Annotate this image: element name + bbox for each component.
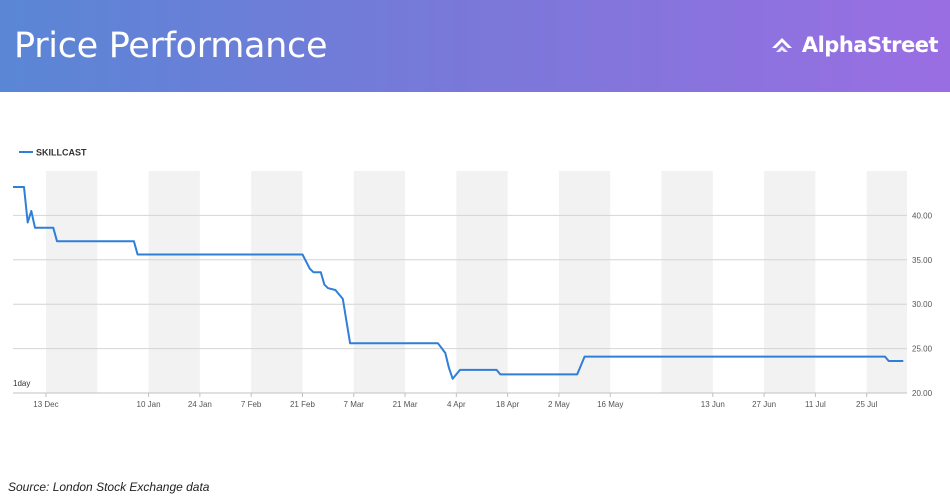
- x-tick-label: 13 Jun: [701, 400, 725, 409]
- brand[interactable]: AlphaStreet: [770, 33, 939, 57]
- y-tick-label: 20.00: [912, 389, 933, 398]
- legend[interactable]: SKILLCAST: [19, 148, 87, 158]
- y-tick-label: 40.00: [912, 211, 933, 220]
- shaded-band: [353, 171, 406, 393]
- shaded-band: [251, 171, 303, 393]
- x-tick-label: 21 Feb: [290, 400, 315, 409]
- range-label: 1day: [13, 379, 30, 388]
- shaded-band: [661, 171, 713, 393]
- shaded-band: [45, 171, 98, 393]
- x-tick-label: 13 Dec: [33, 400, 58, 409]
- x-tick-label: 2 May: [548, 400, 570, 409]
- chart-svg: 13 Dec 10 Jan 24 Jan 7 Feb 21 Feb 7 Mar 21 Mar…: [13, 148, 933, 409]
- alphastreet-logo-icon: [771, 38, 792, 52]
- x-tick-label: 11 Jul: [805, 400, 826, 409]
- x-tick-label: 16 May: [597, 400, 623, 409]
- x-tick-label: 21 Mar: [393, 400, 418, 409]
- y-tick-label: 30.00: [912, 300, 933, 309]
- x-tick-label: 10 Jan: [137, 400, 161, 409]
- grid-lines: [13, 214, 907, 350]
- shaded-bands: [45, 171, 907, 393]
- header-banner: Price Performance AlphaStreet: [0, 0, 950, 92]
- shaded-band: [148, 171, 200, 393]
- x-tick-label: 18 Apr: [496, 400, 519, 409]
- x-tick-label: 24 Jan: [188, 400, 212, 409]
- legend-label: SKILLCAST: [36, 148, 87, 158]
- x-tick-label: 27 Jun: [752, 400, 776, 409]
- y-tick-label: 25.00: [912, 345, 933, 354]
- y-tick-label: 35.00: [912, 256, 933, 265]
- y-axis-ticks: 20.00 25.00 30.00 35.00 40.00: [912, 211, 933, 398]
- shaded-band: [764, 171, 816, 393]
- shaded-band: [456, 171, 508, 393]
- price-chart: 13 Dec 10 Jan 24 Jan 7 Feb 21 Feb 7 Mar 21 Mar…: [0, 140, 950, 420]
- x-tick-label: 7 Mar: [344, 400, 365, 409]
- shaded-band: [558, 171, 611, 393]
- x-tick-label: 7 Feb: [241, 400, 262, 409]
- x-axis-ticks: 13 Dec 10 Jan 24 Jan 7 Feb 21 Feb 7 Mar 21 Mar…: [33, 393, 878, 409]
- source-note: Source: London Stock Exchange data: [8, 480, 210, 494]
- x-tick-label: 25 Jul: [856, 400, 878, 409]
- x-tick-label: 4 Apr: [447, 400, 466, 409]
- series-line-skillcast[interactable]: [13, 186, 904, 380]
- brand-name: AlphaStreet: [801, 33, 939, 57]
- page-title: Price Performance: [14, 26, 328, 66]
